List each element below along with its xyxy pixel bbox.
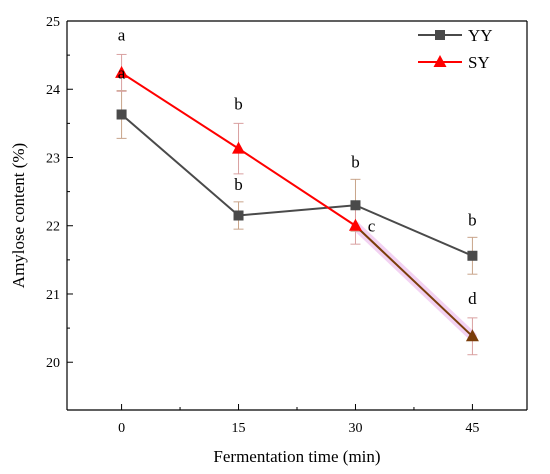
yy-significance-label: a bbox=[118, 64, 126, 83]
legend-label-yy: YY bbox=[468, 26, 493, 45]
y-tick-label: 22 bbox=[46, 220, 60, 235]
sy-significance-label: b bbox=[234, 94, 243, 113]
legend: YY SY bbox=[418, 26, 493, 72]
yy-point bbox=[116, 109, 127, 120]
y-tick-label: 23 bbox=[46, 151, 60, 166]
yy-series-line bbox=[120, 113, 473, 257]
plot-area: 20 21 22 23 24 25 0 15 30 45 Fermentation time (mi… bbox=[9, 15, 528, 466]
y-tick-label: 24 bbox=[46, 83, 60, 98]
legend-label-sy: SY bbox=[468, 53, 490, 72]
yy-point bbox=[467, 250, 478, 261]
yy-point bbox=[233, 210, 244, 221]
legend-marker-yy bbox=[435, 30, 445, 40]
y-axis-title: Amylose content (%) bbox=[9, 143, 28, 288]
x-tick-label: 15 bbox=[232, 421, 246, 436]
sy-significance-label: c bbox=[368, 217, 376, 236]
sy-point bbox=[232, 141, 246, 154]
yy-point bbox=[350, 200, 361, 211]
sy-point bbox=[465, 329, 479, 342]
legend-marker-sy bbox=[433, 55, 447, 67]
x-axis-title: Fermentation time (min) bbox=[213, 447, 380, 466]
sy-series-line-overlap bbox=[354, 225, 474, 338]
y-tick-label: 21 bbox=[46, 288, 60, 303]
sy-significance-label: a bbox=[118, 25, 126, 44]
sy-point bbox=[348, 218, 362, 231]
yy-significance-label: b bbox=[468, 210, 477, 229]
y-tick-label: 25 bbox=[46, 15, 60, 30]
sy-point bbox=[115, 65, 129, 78]
x-tick-label: 0 bbox=[118, 421, 125, 436]
y-tick-label: 20 bbox=[46, 356, 60, 371]
x-tick-label: 30 bbox=[348, 421, 362, 436]
yy-significance-label: b bbox=[234, 175, 243, 194]
yy-significance-label: b bbox=[351, 152, 360, 171]
x-tick-label: 45 bbox=[465, 421, 479, 436]
sy-significance-label: d bbox=[468, 289, 477, 308]
